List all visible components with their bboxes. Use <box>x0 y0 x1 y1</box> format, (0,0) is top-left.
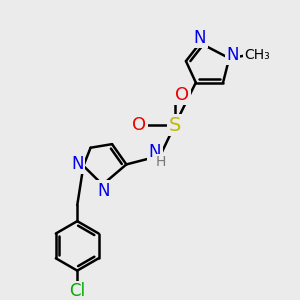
Text: N: N <box>98 182 110 200</box>
Text: N: N <box>149 143 161 161</box>
Text: CH₃: CH₃ <box>244 48 270 62</box>
Text: O: O <box>175 85 189 103</box>
Text: S: S <box>169 116 181 135</box>
Text: Cl: Cl <box>69 282 85 300</box>
Text: N: N <box>71 154 84 172</box>
Text: N: N <box>226 46 239 64</box>
Text: O: O <box>132 116 146 134</box>
Text: H: H <box>156 155 166 169</box>
Text: N: N <box>194 29 206 47</box>
